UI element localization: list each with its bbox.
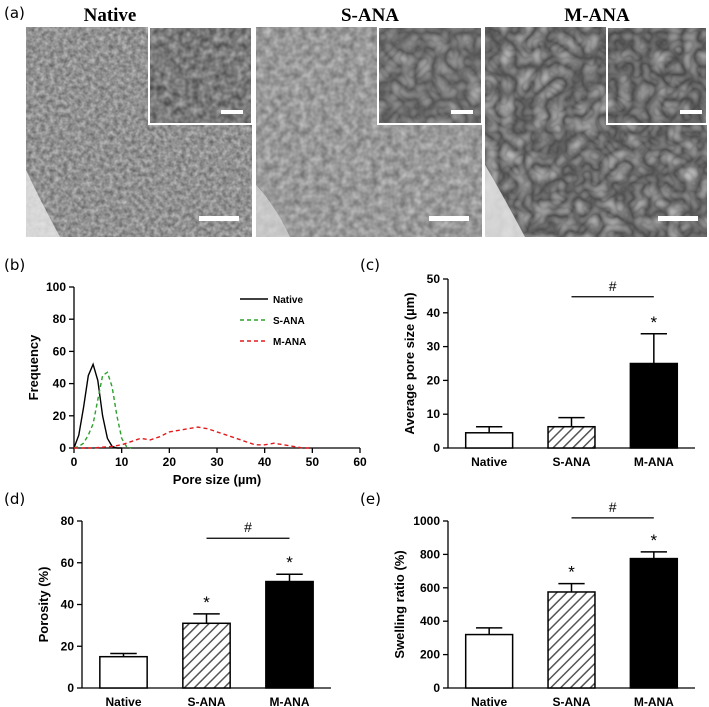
scale-bar <box>199 216 239 221</box>
x-tick-label: 30 <box>210 455 224 469</box>
chart-average-pore-size: 0 10 20 30 40 50 Average pore size (µm) Native S… <box>402 272 695 469</box>
x-tick-label: 0 <box>71 455 78 469</box>
y-axis-label: Swelling ratio (%) <box>392 550 407 658</box>
legend-label: M-ANA <box>273 337 306 348</box>
x-category-label: Native <box>105 695 141 707</box>
y-tick-label: 20 <box>61 639 75 653</box>
y-tick-label: 600 <box>420 581 440 595</box>
y-axis-label: Porosity (%) <box>36 567 51 643</box>
significance-hash: # <box>609 278 617 294</box>
x-tick-label: 10 <box>115 455 129 469</box>
x-category-label: M-ANA <box>270 695 310 707</box>
significance-star: * <box>651 531 658 550</box>
x-category-label: M-ANA <box>634 455 674 469</box>
x-tick-label: 40 <box>258 455 272 469</box>
y-tick-label: 200 <box>420 648 440 662</box>
chart-porosity: 0 20 40 60 80 Porosity (%) Native S-ANA * M-ANA * # <box>36 514 331 707</box>
sem-image-native: Native <box>26 5 253 237</box>
legend-label: S-ANA <box>273 316 305 327</box>
y-tick-label: 800 <box>420 547 440 561</box>
sem-edge <box>256 185 290 237</box>
sem-title-native: Native <box>84 5 137 26</box>
sem-image-m-ana: M-ANA <box>485 5 708 237</box>
panel-label-d: (d) <box>4 490 25 508</box>
bar-s-ana <box>182 622 231 689</box>
x-category-label: S-ANA <box>553 695 591 707</box>
y-axis-label: Frequency <box>26 334 41 401</box>
y-tick-label: 100 <box>46 280 66 294</box>
bar-m-ana <box>629 362 679 449</box>
panel-label-b: (b) <box>4 256 25 274</box>
chart-swelling-ratio: 0 200 400 600 800 1000 Swelling ratio (%) Nativ… <box>392 499 695 707</box>
significance-hash: # <box>244 519 252 535</box>
significance-star: * <box>286 553 293 572</box>
bar-native <box>464 432 514 449</box>
legend-label: Native <box>273 295 303 306</box>
sem-edge <box>485 165 525 237</box>
scale-bar <box>658 216 698 221</box>
significance-hash: # <box>609 499 617 515</box>
y-tick-label: 20 <box>427 373 441 387</box>
series-line-m-ana <box>74 426 313 449</box>
y-tick-label: 40 <box>53 377 67 391</box>
chart-pore-size-distribution: 0 20 40 60 80 100 0 10 20 30 40 50 60 Pore size (µm) F… <box>26 280 367 487</box>
x-category-label: S-ANA <box>188 695 226 707</box>
significance-star: * <box>568 563 575 582</box>
scale-bar <box>429 216 469 221</box>
y-tick-label: 20 <box>53 409 67 423</box>
inset-scale-bar <box>451 110 473 114</box>
y-tick-label: 60 <box>61 556 75 570</box>
y-tick-label: 1000 <box>413 514 440 528</box>
y-tick-label: 80 <box>61 514 75 528</box>
y-tick-label: 30 <box>427 340 441 354</box>
sem-title-s-ana: S-ANA <box>341 5 399 26</box>
x-tick-label: 60 <box>353 455 367 469</box>
bar-m-ana <box>629 557 679 689</box>
sem-inset-texture <box>149 27 252 124</box>
y-axis-label: Average pore size (µm) <box>402 292 417 434</box>
panel-label-c: (c) <box>360 256 380 274</box>
y-tick-label: 10 <box>427 407 441 421</box>
x-tick-label: 50 <box>306 455 320 469</box>
bar-native <box>99 655 148 689</box>
significance-star: * <box>651 313 658 332</box>
x-category-label: Native <box>471 695 507 707</box>
y-tick-label: 0 <box>433 681 440 695</box>
x-tick-label: 20 <box>163 455 177 469</box>
sem-title-m-ana: M-ANA <box>564 5 630 26</box>
bar-s-ana <box>547 591 596 689</box>
y-tick-label: 0 <box>433 441 440 455</box>
y-tick-label: 50 <box>427 272 441 286</box>
sem-image-s-ana: S-ANA <box>256 5 483 237</box>
y-tick-label: 400 <box>420 614 440 628</box>
x-axis-label: Pore size (µm) <box>173 472 261 487</box>
bar-s-ana <box>547 425 596 449</box>
inset-scale-bar <box>680 110 702 114</box>
sem-edge <box>26 170 60 237</box>
y-tick-label: 40 <box>61 598 75 612</box>
bar-m-ana <box>265 580 314 689</box>
y-tick-label: 40 <box>427 306 441 320</box>
sem-inset-texture <box>378 27 482 124</box>
significance-star: * <box>203 593 210 612</box>
y-tick-label: 0 <box>59 441 66 455</box>
series-line-s-ana <box>73 371 132 449</box>
sem-inset-texture <box>607 27 707 124</box>
panel-label-e: (e) <box>360 490 381 508</box>
bar-native <box>464 633 514 689</box>
panel-label-a: (a) <box>4 4 25 22</box>
x-category-label: M-ANA <box>634 695 674 707</box>
x-category-label: S-ANA <box>553 455 591 469</box>
inset-scale-bar <box>221 110 243 114</box>
y-tick-label: 60 <box>53 344 67 358</box>
x-category-label: Native <box>471 455 507 469</box>
y-tick-label: 80 <box>53 312 67 326</box>
y-tick-label: 0 <box>67 681 74 695</box>
series-line-native <box>73 362 122 449</box>
